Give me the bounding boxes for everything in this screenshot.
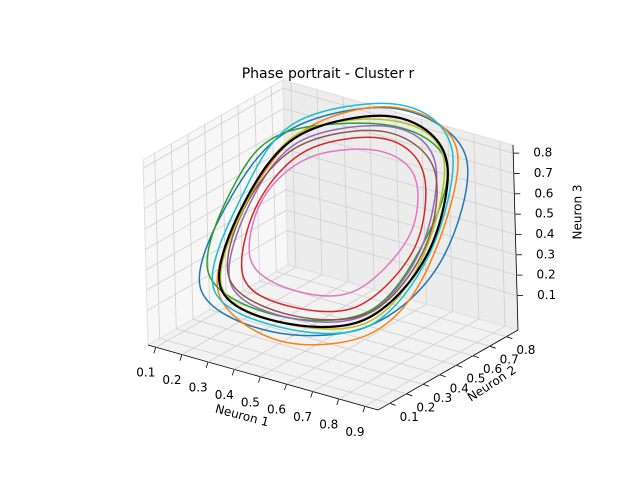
x-tick — [336, 398, 340, 406]
z-tick-label: 0.7 — [534, 166, 553, 180]
y-tick-label: 0.2 — [416, 400, 435, 414]
trajectory — [228, 124, 438, 323]
y-tick-label: 0.7 — [500, 353, 519, 367]
z-grid-line — [283, 87, 514, 154]
panes — [142, 79, 520, 411]
y-tick — [472, 355, 480, 359]
trajectory — [218, 114, 449, 329]
x-grid-line — [364, 325, 506, 407]
z-tick-label: 0.5 — [535, 207, 554, 221]
y-tick-label: 0.5 — [466, 372, 485, 386]
y-grid-line — [204, 124, 211, 310]
z-grid-line — [286, 230, 518, 296]
x-grid-line — [499, 141, 506, 327]
trajectory — [248, 148, 419, 297]
z-tick-label: 0.2 — [537, 268, 556, 282]
x-tick — [362, 406, 366, 413]
y-tick — [506, 336, 513, 340]
z-grid-line — [285, 169, 516, 235]
z-grid-line — [284, 128, 515, 195]
y-tick-label: 0.6 — [483, 362, 502, 376]
z-tick-label: 0.3 — [536, 247, 555, 261]
z-axis-label: Neuron 3 — [571, 184, 585, 239]
z-axis-line — [512, 144, 519, 331]
y-tick-label: 0.4 — [450, 381, 469, 395]
x-tick — [258, 376, 261, 383]
y-tick — [406, 393, 413, 397]
y-grid-line — [209, 309, 440, 376]
x-grid-line — [290, 82, 297, 268]
y-tick — [439, 374, 446, 378]
z-tick-label: 0.8 — [533, 146, 552, 160]
y-tick — [422, 383, 430, 387]
x-tick-label: 0.6 — [267, 403, 286, 417]
y-tick-label: 0.8 — [516, 343, 535, 357]
x-tick-label: 0.4 — [215, 388, 234, 402]
x-tick-label: 0.8 — [319, 417, 338, 431]
y-grid-line — [192, 318, 424, 385]
z-grid-line — [285, 189, 517, 256]
x-tick — [179, 354, 183, 361]
trajectory — [240, 136, 427, 313]
y-tick-label: 0.3 — [433, 391, 452, 405]
z-grid-line — [146, 230, 288, 311]
x-tick-label: 0.7 — [293, 410, 312, 424]
y-tick — [456, 364, 463, 368]
chart-title: Phase portrait - Cluster r — [242, 66, 415, 82]
z-grid-line — [286, 209, 517, 276]
z-grid-line — [144, 128, 285, 210]
y-grid-line — [154, 153, 161, 339]
y-axis-line — [377, 329, 519, 411]
z-grid-line — [284, 148, 515, 215]
x-grid-line — [312, 311, 453, 392]
z-grid-line — [143, 108, 284, 189]
x-tick-label: 0.3 — [189, 380, 208, 394]
z-grid-line — [143, 87, 284, 169]
x-tick-label: 0.2 — [162, 373, 181, 387]
z-tick-label: 0.4 — [535, 227, 554, 241]
trajectories — [198, 102, 469, 346]
x-tick — [284, 384, 287, 391]
trajectory — [219, 118, 446, 330]
x-tick-label: 0.1 — [136, 366, 155, 380]
x-grid-line — [473, 133, 480, 319]
x-axis-line — [147, 344, 379, 411]
x-tick — [205, 361, 209, 369]
z-grid-line — [146, 209, 287, 291]
y-grid-line — [170, 143, 177, 329]
x-tick-label: 0.5 — [241, 395, 260, 409]
x-tick — [310, 391, 314, 398]
trajectory — [211, 102, 454, 335]
z-tick-label: 0.6 — [534, 186, 553, 200]
y-grid-line — [220, 115, 227, 301]
x-grid-line — [338, 318, 479, 400]
x-grid-line — [368, 104, 375, 290]
z-grid-line — [144, 148, 286, 230]
x-grid-line — [234, 289, 375, 370]
x-tick — [231, 369, 235, 376]
y-tick — [389, 402, 396, 406]
y-grid-line — [159, 337, 390, 404]
z-grid-line — [145, 189, 287, 271]
y-tick — [489, 345, 496, 349]
x-tick — [153, 347, 157, 354]
x-grid-line — [260, 296, 401, 378]
x-grid-line — [447, 126, 454, 312]
x-tick-label: 0.9 — [345, 425, 364, 439]
z-grid-line — [283, 108, 514, 174]
x-grid-line — [316, 89, 323, 275]
y-tick-label: 0.1 — [400, 410, 419, 424]
z-grid-line — [145, 169, 286, 250]
x-grid-line — [286, 303, 427, 385]
z-tick-label: 0.1 — [537, 288, 556, 302]
y-grid-line — [187, 134, 194, 320]
y-grid-line — [176, 328, 407, 395]
